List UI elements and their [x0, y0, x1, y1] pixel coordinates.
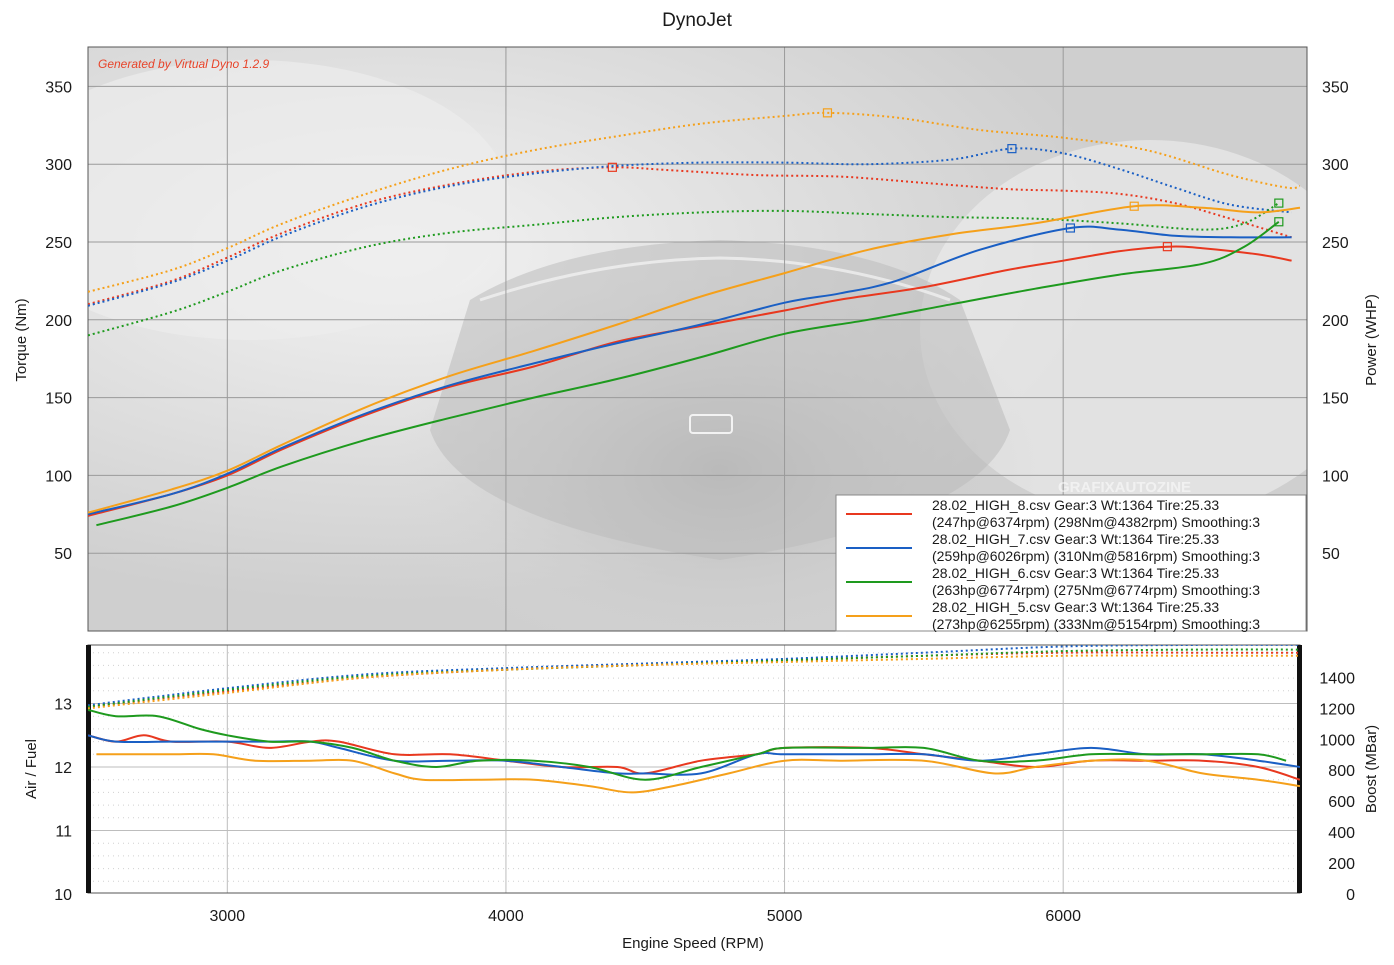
- watermark: GRAFIXAUTOZINE: [1058, 479, 1191, 496]
- generator-stamp: Generated by Virtual Dyno 1.2.9: [98, 57, 270, 71]
- series-top: [88, 111, 1301, 527]
- power-line-2: [96, 220, 1280, 527]
- peak-power-marker-0: [1162, 242, 1172, 252]
- torque-tick-label: 50: [54, 546, 72, 563]
- boost-tick-label: 200: [1328, 856, 1355, 873]
- ticks-bottom: 10 11 12 13 0 200 400 600 800 1000 1200 1400 3000 400…: [54, 670, 1355, 925]
- boost-tick-label: 0: [1346, 887, 1355, 904]
- power-tick-label: 300: [1322, 157, 1349, 174]
- afr-line-3: [96, 752, 1300, 794]
- torque-tick-label: 150: [45, 391, 72, 408]
- x-axis-label: Engine Speed (RPM): [622, 935, 764, 952]
- power-tick-label: 100: [1322, 468, 1349, 485]
- grid-bottom: [88, 645, 1300, 893]
- power-tick-label: 200: [1322, 313, 1349, 330]
- boost-tick-label: 1200: [1319, 701, 1355, 718]
- peak-power-marker-2: [1274, 217, 1284, 227]
- chart-title: DynoJet: [662, 10, 732, 31]
- right-axis-bar: [1297, 645, 1302, 893]
- peak-torque-marker-3: [822, 108, 833, 118]
- rpm-tick-label: 4000: [488, 908, 524, 925]
- legend: 28.02_HIGH_8.csv Gear:3 Wt:1364 Tire:25.…: [835, 494, 1307, 632]
- power-line-0: [88, 245, 1292, 517]
- torque-tick-label: 100: [45, 468, 72, 485]
- rpm-tick-label: 5000: [767, 908, 803, 925]
- left-axis-bar: [86, 645, 91, 893]
- torque-tick-label: 200: [45, 313, 72, 330]
- legend-entry-name: 28.02_HIGH_7.csv Gear:3 Wt:1364 Tire:25.…: [932, 531, 1219, 547]
- afr-tick-label: 13: [54, 697, 72, 714]
- boost-tick-label: 600: [1328, 794, 1355, 811]
- peak-torque-marker-2: [1274, 198, 1284, 208]
- legend-entry-name: 28.02_HIGH_8.csv Gear:3 Wt:1364 Tire:25.…: [932, 497, 1219, 513]
- boost-tick-label: 400: [1328, 825, 1355, 842]
- peak-torque-marker-1: [1007, 144, 1017, 154]
- boost-tick-label: 1000: [1319, 732, 1355, 749]
- afr-axis-label: Air / Fuel: [23, 739, 40, 799]
- series-bottom: [88, 645, 1300, 794]
- torque-tick-label: 350: [45, 79, 72, 96]
- torque-tick-label: 300: [45, 157, 72, 174]
- boost-line-1: [88, 645, 1300, 707]
- legend-entry-name: 28.02_HIGH_5.csv Gear:3 Wt:1364 Tire:25.…: [932, 599, 1219, 615]
- power-tick-label: 150: [1322, 391, 1349, 408]
- boost-axis-label: Boost (MBar): [1363, 725, 1380, 813]
- ticks-top: 50 100 150 200 250 300 350 50 100 150 200 250 300 350: [45, 79, 1349, 563]
- power-tick-label: 250: [1322, 235, 1349, 252]
- power-tick-label: 50: [1322, 546, 1340, 563]
- legend-box: [835, 494, 1307, 632]
- plot-frame-top: [87, 46, 1308, 632]
- afr-tick-label: 10: [54, 887, 72, 904]
- legend-entry-detail: (263hp@6774rpm) (275Nm@6774rpm) Smoothin…: [932, 582, 1260, 598]
- peak-markers: [607, 108, 1284, 252]
- legend-entry-detail: (273hp@6255rpm) (333Nm@5154rpm) Smoothin…: [932, 616, 1260, 632]
- rpm-tick-label: 3000: [210, 908, 246, 925]
- rpm-tick-label: 6000: [1045, 908, 1081, 925]
- boost-line-3: [88, 654, 1300, 710]
- peak-power-marker-1: [1065, 223, 1076, 233]
- torque-axis-label: Torque (Nm): [13, 298, 30, 381]
- legend-entry-detail: (259hp@6026rpm) (310Nm@5816rpm) Smoothin…: [932, 548, 1260, 564]
- torque-tick-label: 250: [45, 235, 72, 252]
- power-line-3: [88, 204, 1301, 514]
- power-line-1: [88, 225, 1292, 516]
- power-axis-label: Power (WHP): [1363, 294, 1380, 386]
- afr-tick-label: 11: [55, 824, 72, 841]
- power-tick-label: 350: [1322, 79, 1349, 96]
- torque-line-3: [88, 111, 1301, 293]
- torque-line-2: [88, 202, 1280, 337]
- afr-boost-panel: 10 11 12 13 0 200 400 600 800 1000 1200 1400 3000 400…: [54, 644, 1355, 925]
- peak-power-marker-3: [1129, 201, 1139, 211]
- boost-tick-label: 1400: [1319, 670, 1355, 687]
- legend-entry-detail: (247hp@6374rpm) (298Nm@4382rpm) Smoothin…: [932, 514, 1260, 530]
- peak-torque-marker-0: [607, 162, 617, 172]
- legend-entry-name: 28.02_HIGH_6.csv Gear:3 Wt:1364 Tire:25.…: [932, 565, 1219, 581]
- afr-line-2: [88, 708, 1287, 781]
- boost-tick-label: 800: [1328, 763, 1355, 780]
- afr-tick-label: 12: [54, 760, 72, 777]
- boost-line-2: [88, 648, 1300, 708]
